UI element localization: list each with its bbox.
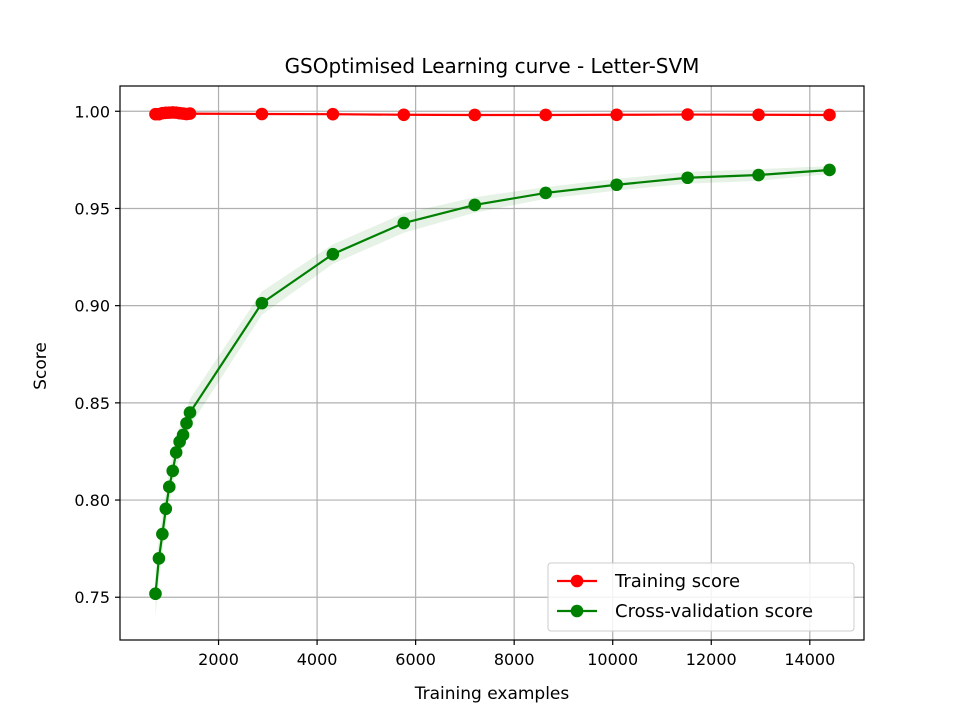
- y-tick-label: 0.85: [74, 394, 110, 413]
- data-point-series-1: [169, 446, 183, 459]
- x-tick-label: 2000: [198, 650, 239, 669]
- data-point-series-0: [823, 108, 836, 122]
- data-point-series-1: [255, 296, 269, 310]
- y-tick-label: 0.75: [74, 588, 110, 607]
- y-tick-label: 0.90: [74, 297, 110, 316]
- legend-label: Training score: [614, 571, 740, 592]
- y-axis-label: Score: [31, 342, 51, 390]
- legend-label: Cross-validation score: [615, 601, 813, 622]
- data-point-series-1: [610, 178, 623, 192]
- x-tick-label: 8000: [494, 650, 535, 669]
- x-axis-label: Training examples: [414, 684, 570, 704]
- y-tick-label: 0.95: [74, 199, 110, 218]
- data-point-series-1: [152, 552, 166, 565]
- series-points: [149, 106, 836, 601]
- data-point-series-1: [162, 480, 176, 494]
- chart-title: GSOptimised Learning curve - Letter-SVM: [285, 54, 700, 78]
- data-point-series-1: [468, 198, 482, 212]
- y-tick-label: 1.00: [74, 102, 110, 121]
- x-tick-label: 10000: [587, 650, 638, 669]
- data-point-series-1: [752, 168, 765, 182]
- data-point-series-1: [823, 163, 836, 177]
- legend-marker: [570, 574, 584, 588]
- x-tick-label: 12000: [686, 650, 737, 669]
- data-point-series-1: [539, 186, 553, 200]
- legend-marker: [570, 604, 584, 618]
- data-point-series-1: [183, 406, 197, 419]
- data-point-series-1: [159, 502, 173, 516]
- data-point-series-1: [326, 247, 340, 261]
- plot-area-frame: [119, 85, 865, 641]
- data-point-series-1: [176, 428, 190, 442]
- x-tick-label: 6000: [395, 650, 436, 669]
- data-point-series-0: [183, 107, 197, 120]
- data-point-series-0: [681, 108, 694, 121]
- data-point-series-0: [752, 108, 765, 122]
- data-point-series-0: [397, 108, 411, 122]
- x-axis-ticks: 2000 4000 6000 8000 10000 12000 14000: [198, 640, 835, 669]
- data-point-series-0: [326, 107, 340, 121]
- data-point-series-0: [610, 108, 623, 122]
- x-tick-label: 14000: [784, 650, 835, 669]
- data-point-series-1: [156, 527, 169, 541]
- data-point-series-1: [397, 216, 411, 230]
- data-point-series-1: [681, 171, 694, 185]
- x-tick-label: 4000: [297, 650, 338, 669]
- data-point-series-0: [468, 108, 482, 122]
- data-point-series-0: [255, 107, 269, 121]
- legend: Training score Cross-validation score: [547, 562, 855, 632]
- data-point-series-1: [149, 587, 162, 601]
- legend-box: [547, 562, 855, 632]
- grid: [120, 86, 864, 640]
- y-tick-label: 0.80: [74, 491, 110, 510]
- data-point-series-0: [539, 108, 553, 122]
- y-axis-ticks: 0.75 0.80 0.85 0.90 0.95 1.00: [74, 102, 120, 607]
- data-point-series-1: [166, 464, 180, 478]
- data-point-series-1: [180, 416, 193, 430]
